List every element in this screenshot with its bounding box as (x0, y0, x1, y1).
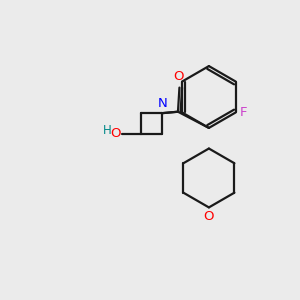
Text: O: O (204, 210, 214, 223)
Text: O: O (110, 127, 121, 140)
Text: H: H (103, 124, 112, 137)
Text: F: F (240, 106, 247, 119)
Text: O: O (174, 70, 184, 83)
Text: N: N (158, 97, 167, 110)
